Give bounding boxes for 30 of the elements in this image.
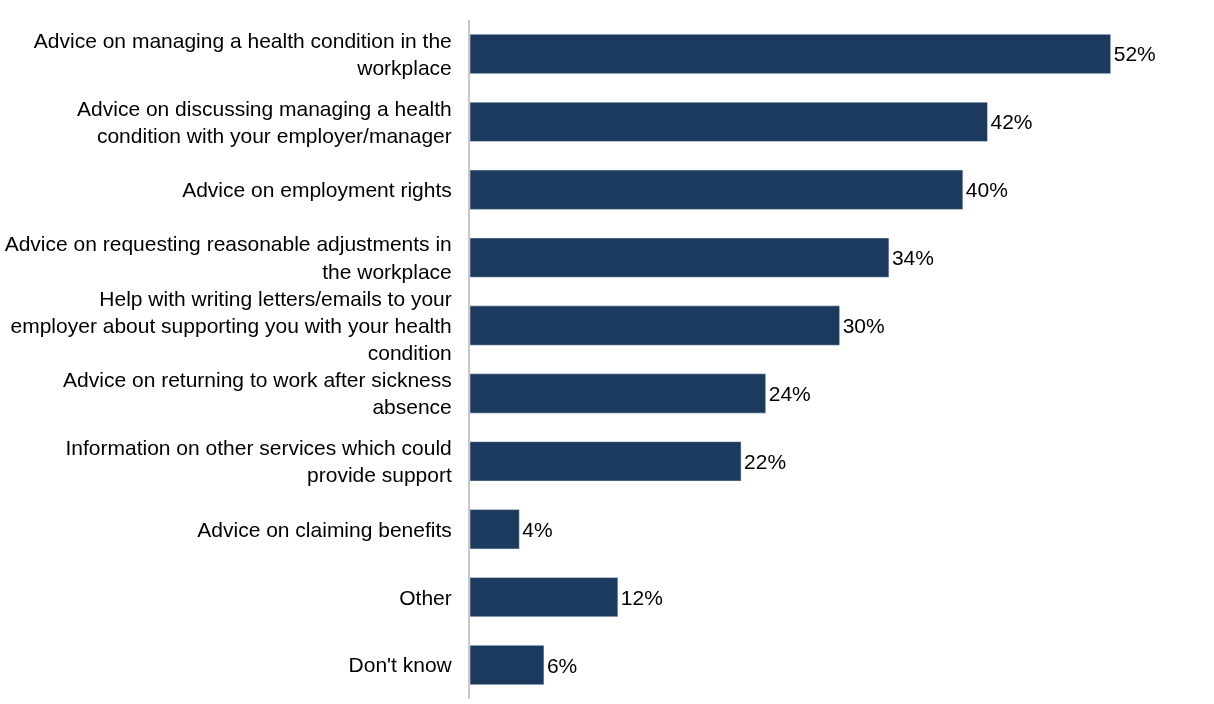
y-tick-label: Advice on claiming benefits: [197, 517, 452, 541]
data-label: 30%: [842, 314, 885, 338]
bar: [470, 34, 1111, 74]
data-label: 40%: [965, 178, 1008, 202]
data-label: 24%: [768, 381, 811, 405]
bar: [470, 509, 520, 550]
bar: [470, 169, 964, 210]
data-label: 4%: [522, 517, 553, 541]
bar: [470, 237, 890, 278]
bar: [470, 101, 988, 142]
data-label: 42%: [990, 110, 1033, 134]
y-tick-label: Advice on managing a health condition in the workplace: [33, 28, 452, 79]
y-tick-label: Information on other services which could provide support: [65, 436, 452, 487]
y-tick-label: Advice on discussing managing a health condition with your employer/manager: [77, 96, 452, 147]
data-label: 34%: [891, 246, 934, 270]
bar: [470, 441, 742, 482]
y-tick-label: Advice on returning to work after sickness absence: [63, 368, 452, 419]
bar: [470, 305, 840, 346]
y-tick-label: Help with writing letters/emails to your employer about supporting you with your health condition: [10, 286, 452, 365]
bar: [470, 373, 766, 414]
y-tick-label: Advice on employment rights: [182, 178, 452, 202]
bar: [470, 577, 619, 618]
y-tick-label: Advice on requesting reasonable adjustments in the workplace: [4, 232, 452, 283]
data-label: 52%: [1113, 42, 1156, 66]
bar: [470, 645, 545, 685]
y-tick-label: Don't know: [348, 653, 453, 677]
data-label: 6%: [546, 653, 578, 677]
data-label: 12%: [620, 585, 663, 609]
y-tick-label: Other: [399, 585, 452, 609]
data-label: 22%: [744, 449, 787, 473]
